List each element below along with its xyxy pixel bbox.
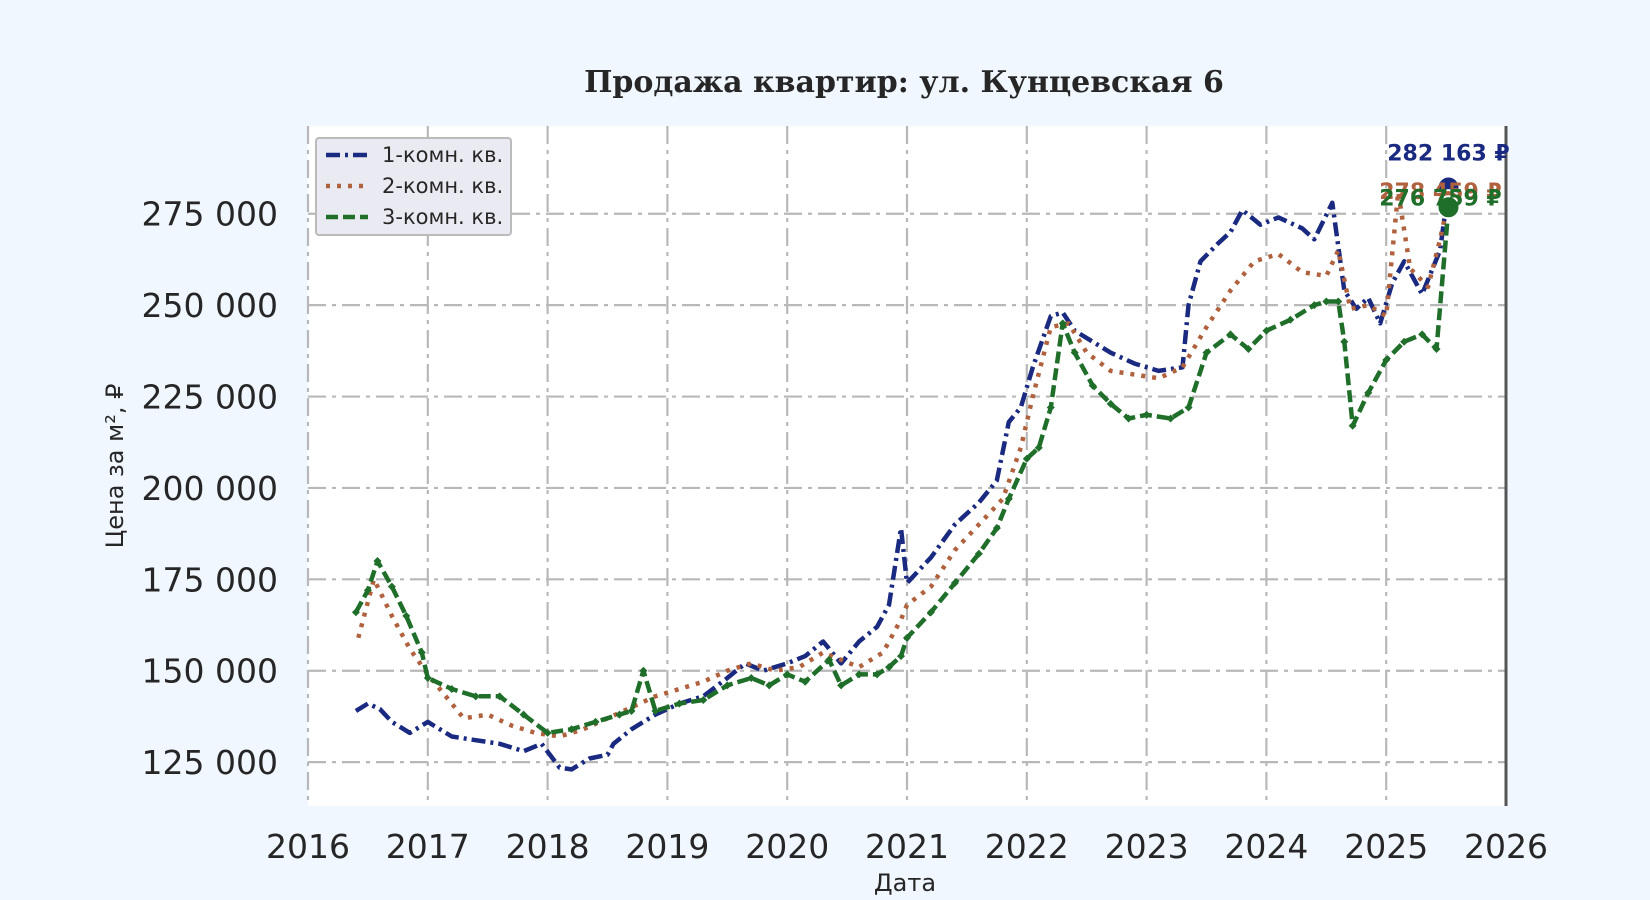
series-point-marker — [639, 666, 648, 675]
series-point-marker — [1310, 301, 1319, 310]
series-point-marker — [1166, 414, 1175, 423]
legend: 1-комн. кв. 2-комн. кв. 3-комн. кв. — [315, 137, 512, 236]
series-point-marker — [855, 670, 864, 679]
series-point-marker — [1226, 330, 1235, 339]
series-point-marker — [1286, 315, 1295, 324]
series-point-marker — [447, 685, 456, 694]
series-point-marker — [1418, 330, 1427, 339]
series-group: 282 163 ₽278 459 ₽276 759 ₽ — [351, 142, 1510, 772]
legend-label-1: 1-комн. кв. — [382, 143, 503, 167]
series-line-2 — [356, 189, 1451, 739]
legend-box — [315, 137, 512, 236]
series-point-marker — [801, 677, 810, 686]
y-tick-label: 125 000 — [142, 743, 278, 782]
y-tick-label: 250 000 — [142, 286, 278, 325]
series-point-marker — [1262, 326, 1271, 335]
series-point-marker — [747, 674, 756, 683]
series-point-marker — [974, 549, 983, 558]
y-tick-label: 275 000 — [142, 195, 278, 234]
endpoint-value-label-1: 282 163 ₽ — [1387, 142, 1509, 167]
series-point-marker — [1058, 319, 1067, 328]
series-endpoint-3 — [1436, 195, 1461, 220]
series-point-marker — [417, 648, 426, 657]
chart-title: Продажа квартир: ул. Кунцевская 6 — [584, 65, 1224, 100]
series-point-marker — [1106, 399, 1115, 408]
x-tick-label: 2020 — [745, 827, 829, 866]
series-point-marker — [1124, 414, 1133, 423]
series-point-marker — [495, 692, 504, 701]
y-tick-label: 200 000 — [142, 469, 278, 508]
y-axis-label: Цена за м², ₽ — [101, 384, 129, 549]
series-point-marker — [837, 681, 846, 690]
series-point-marker — [992, 524, 1001, 533]
series-point-marker — [1004, 494, 1013, 503]
series-point-marker — [567, 725, 576, 734]
series-line-1 — [354, 187, 1451, 772]
x-tick-label: 2017 — [386, 827, 470, 866]
series-point-marker — [402, 611, 411, 620]
series-point-marker — [651, 706, 660, 715]
series-point-marker — [1348, 421, 1357, 430]
y-tick-label: 175 000 — [142, 560, 278, 599]
y-tick-label: 225 000 — [142, 378, 278, 417]
x-tick-label: 2025 — [1344, 827, 1428, 866]
series-point-marker — [351, 608, 360, 617]
series-point-marker — [1088, 381, 1097, 390]
series-line-3 — [353, 207, 1451, 736]
x-tick-label: 2019 — [625, 827, 709, 866]
series-point-marker — [1334, 297, 1343, 306]
x-tick-label: 2026 — [1464, 827, 1548, 866]
series-point-marker — [373, 557, 382, 566]
series-point-marker — [1184, 403, 1193, 412]
x-tick-label: 2016 — [266, 827, 350, 866]
series-point-marker — [471, 692, 480, 701]
series-point-marker — [1400, 337, 1409, 346]
series-point-marker — [1142, 410, 1151, 419]
legend-label-3: 3-комн. кв. — [382, 205, 503, 229]
x-tick-label: 2018 — [506, 827, 590, 866]
series-point-marker — [543, 728, 552, 737]
x-tick-label: 2024 — [1224, 827, 1308, 866]
series-point-marker — [699, 695, 708, 704]
series-point-marker — [903, 633, 911, 642]
y-tick-label: 150 000 — [142, 652, 278, 691]
series-point-marker — [1034, 443, 1043, 452]
series-point-marker — [627, 706, 636, 715]
series-point-marker — [1432, 345, 1441, 354]
series-point-marker — [1202, 348, 1211, 357]
series-point-marker — [783, 670, 792, 679]
series-point-marker — [1322, 297, 1331, 306]
series-point-marker — [825, 655, 834, 664]
series-point-marker — [1046, 403, 1055, 412]
series-point-marker — [1244, 345, 1253, 354]
series-point-marker — [387, 582, 396, 591]
series-point-marker — [423, 674, 432, 683]
endpoint-value-label-3: 276 759 ₽ — [1379, 186, 1501, 211]
series-point-marker — [723, 681, 732, 690]
tick-labels: 2016 2017 2018 2019 2020 2021 2022 2023 2024 2025… — [142, 195, 1548, 866]
series-point-marker — [1382, 355, 1391, 364]
x-axis-label: Дата — [874, 869, 936, 897]
series-point-marker — [519, 710, 528, 719]
legend-label-2: 2-комн. кв. — [382, 174, 503, 198]
series-point-marker — [873, 670, 882, 679]
series-point-marker — [363, 586, 372, 595]
series-point-marker — [1022, 454, 1031, 463]
series-point-marker — [675, 699, 684, 708]
series-point-marker — [1340, 337, 1349, 346]
series-point-marker — [885, 663, 894, 672]
series-point-marker — [926, 608, 935, 617]
series-point-marker — [897, 652, 906, 661]
x-tick-label: 2022 — [985, 827, 1069, 866]
series-point-marker — [1070, 348, 1079, 357]
series-point-marker — [615, 710, 624, 719]
series-point-marker — [1364, 388, 1373, 397]
series-point-marker — [950, 578, 959, 587]
series-point-marker — [765, 681, 774, 690]
series-point-marker — [591, 717, 600, 726]
x-tick-label: 2021 — [865, 827, 949, 866]
x-tick-label: 2023 — [1105, 827, 1189, 866]
